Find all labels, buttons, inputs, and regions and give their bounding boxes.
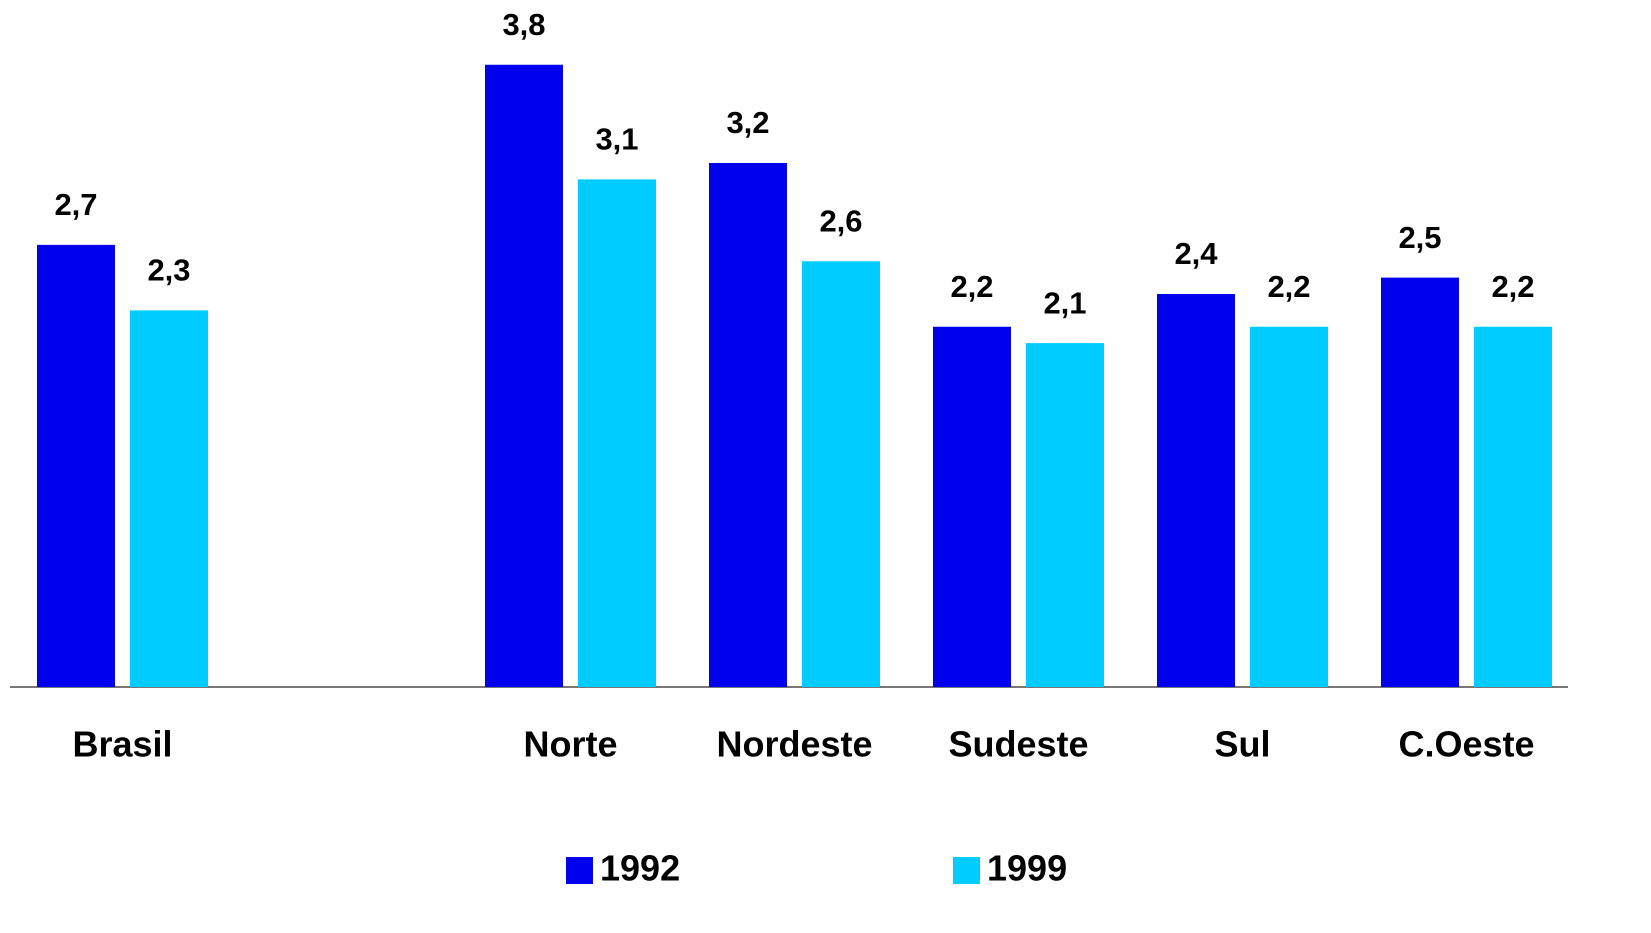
x-tick-label: Nordeste xyxy=(716,724,872,765)
legend-swatch xyxy=(953,857,980,884)
value-label: 2,1 xyxy=(1043,285,1086,320)
legend-swatch xyxy=(566,857,593,884)
bar xyxy=(1381,277,1459,687)
value-label: 2,5 xyxy=(1398,220,1441,255)
bar xyxy=(485,64,563,687)
bar xyxy=(933,326,1011,687)
value-label: 2,7 xyxy=(54,187,97,222)
value-label: 2,2 xyxy=(1491,269,1534,304)
legend-label: 1999 xyxy=(987,848,1067,889)
bar xyxy=(130,310,208,687)
legend-label: 1992 xyxy=(600,848,680,889)
value-label: 3,8 xyxy=(502,7,545,42)
value-label: 3,1 xyxy=(595,122,638,157)
bar xyxy=(709,163,787,687)
value-label: 3,2 xyxy=(726,105,769,140)
x-tick-label: C.Oeste xyxy=(1398,724,1534,765)
x-tick-label: Sudeste xyxy=(948,724,1088,765)
bar xyxy=(1026,343,1104,687)
bar xyxy=(802,261,880,687)
value-label: 2,3 xyxy=(147,253,190,288)
x-tick-label: Sul xyxy=(1214,724,1270,765)
bar xyxy=(1474,326,1552,687)
bar xyxy=(1157,294,1235,687)
x-tick-label: Norte xyxy=(523,724,617,765)
value-label: 2,6 xyxy=(819,203,862,238)
value-label: 2,4 xyxy=(1174,236,1218,271)
bar xyxy=(1250,326,1328,687)
bar xyxy=(578,179,656,687)
bar xyxy=(37,244,115,687)
value-label: 2,2 xyxy=(950,269,993,304)
x-tick-label: Brasil xyxy=(72,724,172,765)
value-label: 2,2 xyxy=(1267,269,1310,304)
